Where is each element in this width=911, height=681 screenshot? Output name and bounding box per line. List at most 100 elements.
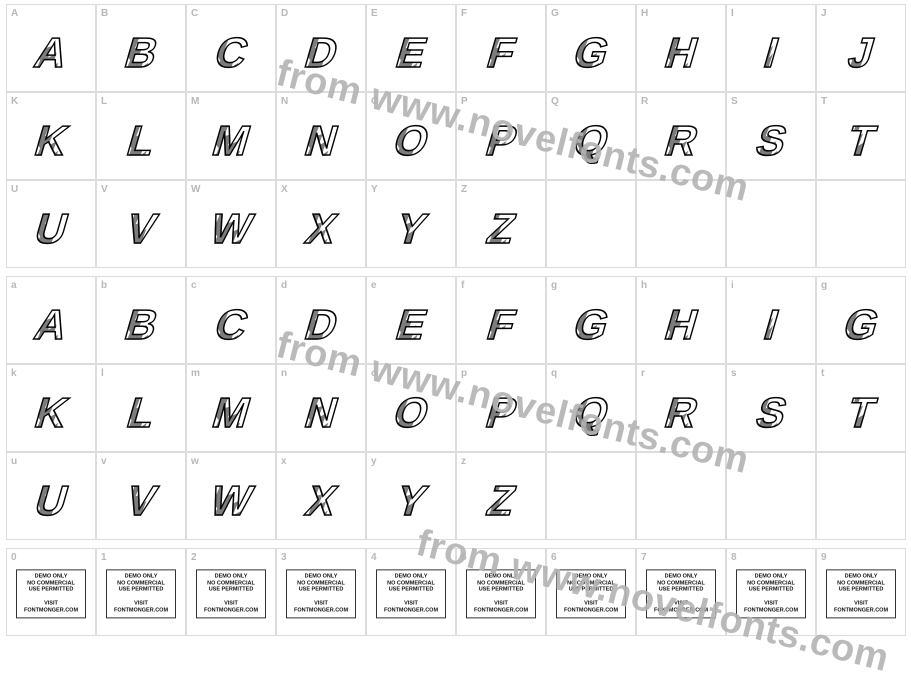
- demo-box: DEMO ONLYNO COMMERCIALUSE PERMITTED VISI…: [736, 569, 806, 618]
- cell-label: T: [821, 96, 827, 107]
- cell-label: l: [101, 368, 104, 379]
- cell-label: Y: [371, 184, 378, 195]
- charmap-cell: iI: [726, 276, 816, 364]
- glyph: W: [205, 205, 257, 253]
- glyph: H: [659, 301, 702, 349]
- glyph: X: [301, 205, 342, 253]
- cell-label: e: [371, 280, 377, 291]
- charmap-cell: pP: [456, 364, 546, 452]
- cell-label: C: [191, 8, 198, 19]
- glyph: Z: [482, 477, 520, 525]
- charmap-cell: fF: [456, 276, 546, 364]
- charmap-cell: 5 DEMO ONLYNO COMMERCIALUSE PERMITTED VIS…: [456, 548, 546, 636]
- cell-label: R: [641, 96, 648, 107]
- numbers-grid: 0 DEMO ONLYNO COMMERCIALUSE PERMITTED VIS…: [6, 548, 906, 636]
- charmap-cell: MM: [186, 92, 276, 180]
- glyph: J: [843, 29, 879, 77]
- charmap-cell: BB: [96, 4, 186, 92]
- glyph: O: [388, 117, 433, 165]
- charmap-cell: xX: [276, 452, 366, 540]
- cell-label: m: [191, 368, 200, 379]
- cell-label: i: [731, 280, 734, 291]
- glyph: C: [209, 29, 252, 77]
- demo-box: DEMO ONLYNO COMMERCIALUSE PERMITTED VISI…: [16, 569, 86, 618]
- charmap-cell: FF: [456, 4, 546, 92]
- cell-label: g: [821, 280, 827, 291]
- cell-label: 5: [461, 552, 467, 563]
- glyph: A: [29, 29, 72, 77]
- cell-label: W: [191, 184, 200, 195]
- cell-label: 7: [641, 552, 647, 563]
- glyph: M: [207, 117, 255, 165]
- glyph: X: [301, 477, 342, 525]
- demo-box: DEMO ONLYNO COMMERCIALUSE PERMITTED VISI…: [286, 569, 356, 618]
- cell-label: 8: [731, 552, 737, 563]
- cell-label: M: [191, 96, 199, 107]
- charmap-cell: yY: [366, 452, 456, 540]
- glyph: Q: [568, 117, 613, 165]
- glyph: K: [29, 389, 72, 437]
- cell-label: y: [371, 456, 377, 467]
- cell-label: A: [11, 8, 18, 19]
- glyph: Z: [482, 205, 520, 253]
- charmap-cell: kK: [6, 364, 96, 452]
- demo-box: DEMO ONLYNO COMMERCIALUSE PERMITTED VISI…: [106, 569, 176, 618]
- cell-label: g: [551, 280, 557, 291]
- charmap-cell: [546, 452, 636, 540]
- charmap-cell: II: [726, 4, 816, 92]
- charmap-cell: ZZ: [456, 180, 546, 268]
- charmap-cell: PP: [456, 92, 546, 180]
- cell-label: 0: [11, 552, 17, 563]
- cell-label: 9: [821, 552, 827, 563]
- charmap-cell: zZ: [456, 452, 546, 540]
- demo-box: DEMO ONLYNO COMMERCIALUSE PERMITTED VISI…: [466, 569, 536, 618]
- glyph: Q: [568, 389, 613, 437]
- cell-label: q: [551, 368, 557, 379]
- charmap-cell: vV: [96, 452, 186, 540]
- glyph: H: [659, 29, 702, 77]
- charmap-cell: 6DEMO ONLYNO COMMERCIALUSE PERMITTED VIS…: [546, 548, 636, 636]
- charmap-cell: 2 DEMO ONLYNO COMMERCIALUSE PERMITTED VIS…: [186, 548, 276, 636]
- cell-label: 4: [371, 552, 377, 563]
- glyph: V: [121, 205, 162, 253]
- glyph: O: [388, 389, 433, 437]
- cell-label: 1: [101, 552, 107, 563]
- charmap-cell: GG: [546, 4, 636, 92]
- charmap-cell: [726, 452, 816, 540]
- charmap-cell: rR: [636, 364, 726, 452]
- glyph: F: [482, 29, 520, 77]
- glyph: L: [122, 117, 160, 165]
- glyph: E: [391, 29, 432, 77]
- charmap-cell: EE: [366, 4, 456, 92]
- charmap-cell: gG: [546, 276, 636, 364]
- charmap-cell: eE: [366, 276, 456, 364]
- lowercase-grid: aAbBcCdDeEfFgGhHiIgGkKlLmMnNoOpPqQrRsStT…: [6, 276, 906, 540]
- charmap-cell: RR: [636, 92, 726, 180]
- charmap-cell: hH: [636, 276, 726, 364]
- glyph: L: [122, 389, 160, 437]
- charmap-cell: XX: [276, 180, 366, 268]
- glyph: D: [299, 29, 342, 77]
- glyph: P: [481, 117, 522, 165]
- glyph: S: [751, 117, 792, 165]
- charmap-cell: [816, 180, 906, 268]
- glyph: M: [207, 389, 255, 437]
- charmap-cell: TT: [816, 92, 906, 180]
- glyph: R: [659, 117, 702, 165]
- glyph: N: [299, 389, 342, 437]
- cell-label: t: [821, 368, 824, 379]
- glyph: B: [119, 301, 162, 349]
- glyph: P: [481, 389, 522, 437]
- cell-label: K: [11, 96, 18, 107]
- charmap-cell: WW: [186, 180, 276, 268]
- cell-label: 2: [191, 552, 197, 563]
- cell-label: h: [641, 280, 647, 291]
- cell-label: L: [101, 96, 107, 107]
- glyph: K: [29, 117, 72, 165]
- cell-label: k: [11, 368, 17, 379]
- glyph: C: [209, 301, 252, 349]
- glyph: U: [29, 477, 72, 525]
- demo-box: DEMO ONLYNO COMMERCIALUSE PERMITTED VISI…: [196, 569, 266, 618]
- charmap-cell: aA: [6, 276, 96, 364]
- demo-box: DEMO ONLYNO COMMERCIALUSE PERMITTED VISI…: [376, 569, 446, 618]
